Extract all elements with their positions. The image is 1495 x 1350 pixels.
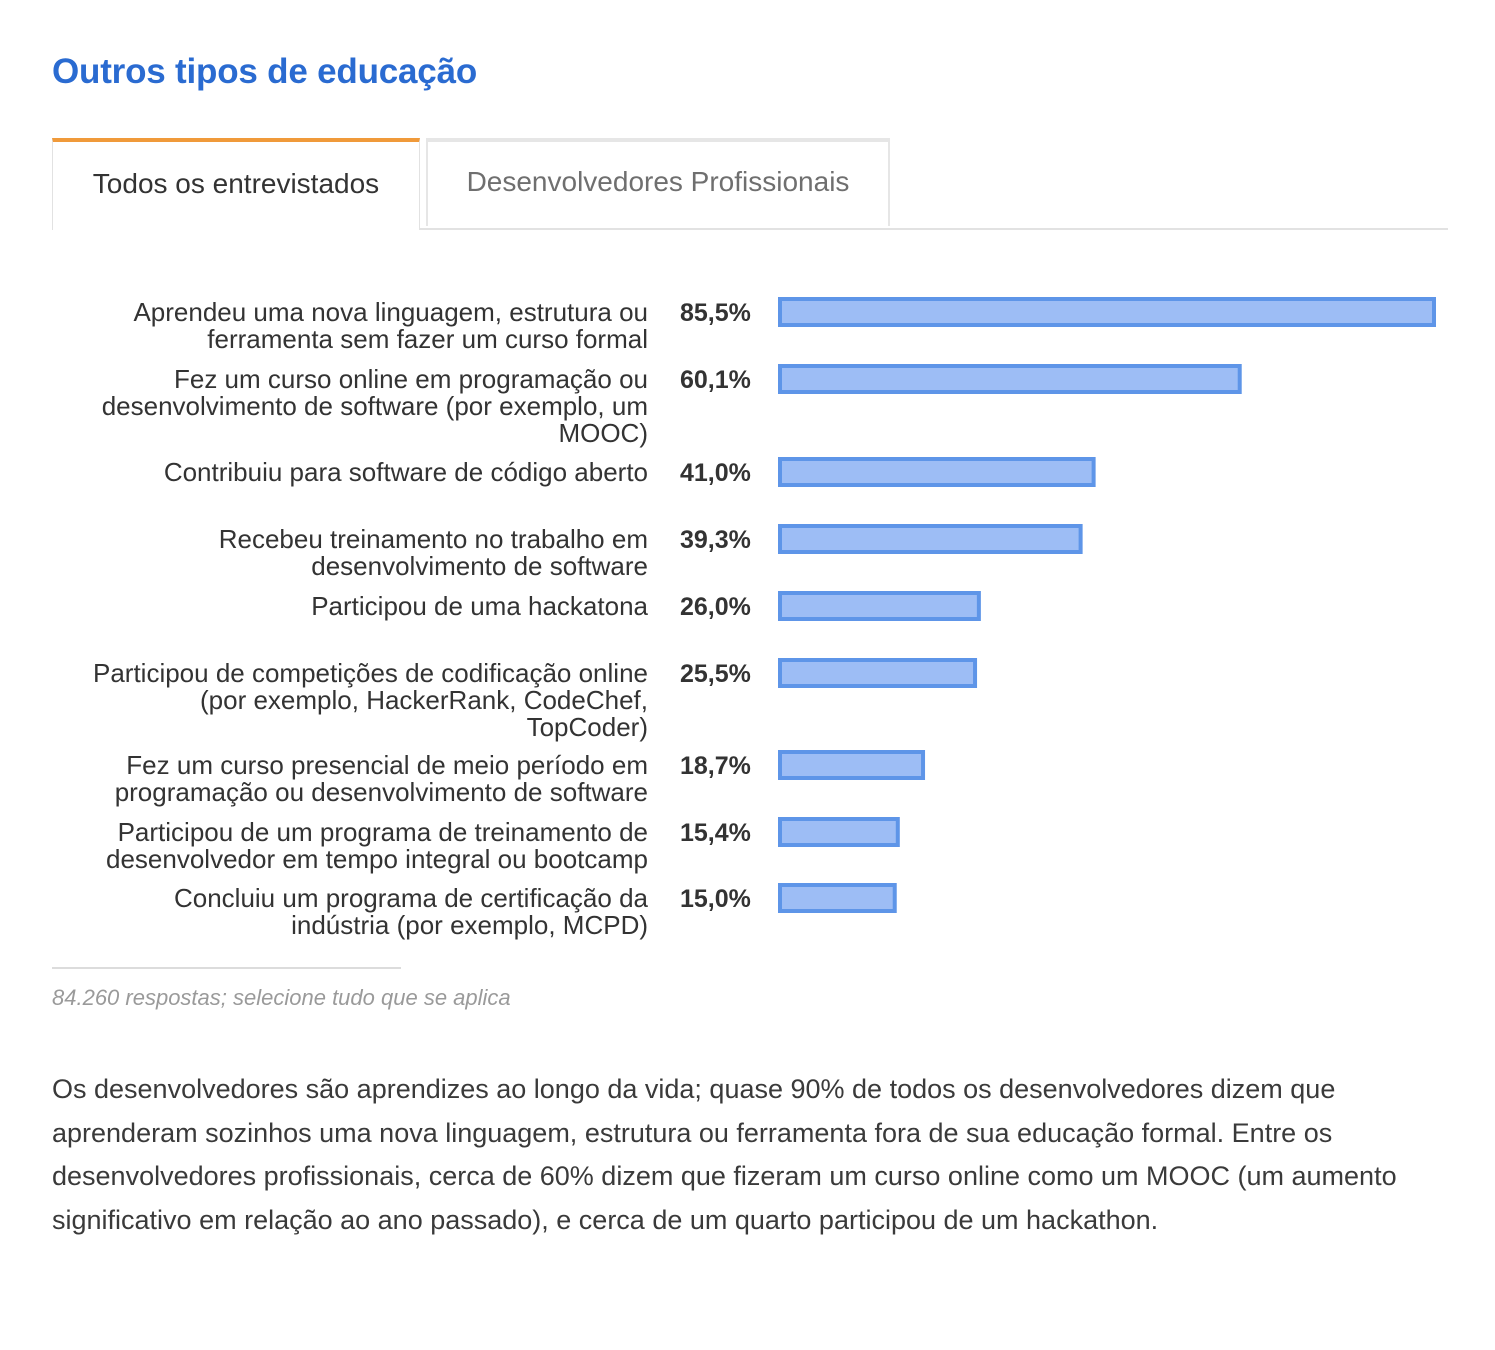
bar: [778, 750, 926, 780]
category-label: TopCoder): [527, 712, 648, 742]
chart-row: Recebeu treinamento no trabalho emdesenv…: [219, 524, 1083, 581]
category-label: desenvolvimento de software (por exemplo…: [102, 391, 648, 421]
value-label: 15,0%: [680, 885, 751, 913]
responses-footnote: 84.260 respostas; selecione tudo que se …: [52, 985, 511, 1010]
bar: [778, 817, 900, 847]
chart-row: Participou de competições de codificação…: [93, 658, 978, 742]
category-label: Fez um curso online em programação ou: [174, 364, 648, 394]
category-label: desenvolvedor em tempo integral ou bootc…: [106, 844, 648, 874]
bar: [778, 591, 981, 621]
value-label: 60,1%: [680, 366, 751, 394]
value-label: 25,5%: [680, 660, 751, 688]
chart-row: Fez um curso presencial de meio período …: [115, 750, 926, 807]
bar: [778, 524, 1083, 554]
value-label: 41,0%: [680, 459, 751, 487]
tab-all-respondents[interactable]: Todos os entrevistados: [52, 138, 420, 230]
category-label: MOOC): [558, 418, 648, 448]
category-label: Participou de um programa de treinamento…: [118, 817, 648, 847]
chart-row: Contribuiu para software de código abert…: [164, 457, 1096, 487]
footnote-divider: [52, 967, 401, 969]
bar: [778, 297, 1436, 327]
bar: [778, 883, 897, 913]
category-label: Aprendeu uma nova linguagem, estrutura o…: [133, 297, 648, 327]
bar: [778, 658, 978, 688]
summary-paragraph: Os desenvolvedores são aprendizes ao lon…: [52, 1074, 1397, 1235]
value-label: 18,7%: [680, 752, 751, 780]
category-label: programação ou desenvolvimento de softwa…: [115, 777, 648, 807]
chart-row: Participou de uma hackatona 26,0%: [311, 591, 981, 621]
category-label: Participou de competições de codificação…: [93, 658, 648, 688]
value-label: 15,4%: [680, 819, 751, 847]
tab-bar: Todos os entrevistados Desenvolvedores P…: [52, 138, 1448, 230]
bar: [778, 364, 1242, 394]
category-label: Fez um curso presencial de meio período …: [126, 750, 648, 780]
category-label: Participou de uma hackatona: [311, 591, 648, 621]
chart-row: Concluiu um programa de certificação dai…: [174, 883, 897, 940]
category-label: indústria (por exemplo, MCPD): [291, 910, 648, 940]
chart-row: Participou de um programa de treinamento…: [106, 817, 900, 874]
value-label: 39,3%: [680, 526, 751, 554]
value-label: 26,0%: [680, 593, 751, 621]
category-label: ferramenta sem fazer um curso formal: [207, 324, 648, 354]
category-label: Recebeu treinamento no trabalho em: [219, 524, 648, 554]
chart-row: Aprendeu uma nova linguagem, estrutura o…: [133, 297, 1436, 354]
category-label: (por exemplo, HackerRank, CodeChef,: [200, 685, 648, 715]
tab-professional-developers[interactable]: Desenvolvedores Profissionais: [426, 138, 890, 226]
page-title: Outros tipos de educação: [52, 52, 478, 91]
category-label: Concluiu um programa de certificação da: [174, 883, 649, 913]
bar-chart: Aprendeu uma nova linguagem, estrutura o…: [93, 297, 1436, 940]
bar: [778, 457, 1096, 487]
category-label: Contribuiu para software de código abert…: [164, 457, 648, 487]
category-label: desenvolvimento de software: [311, 551, 648, 581]
value-label: 85,5%: [680, 299, 751, 327]
chart-row: Fez um curso online em programação oudes…: [102, 364, 1242, 448]
